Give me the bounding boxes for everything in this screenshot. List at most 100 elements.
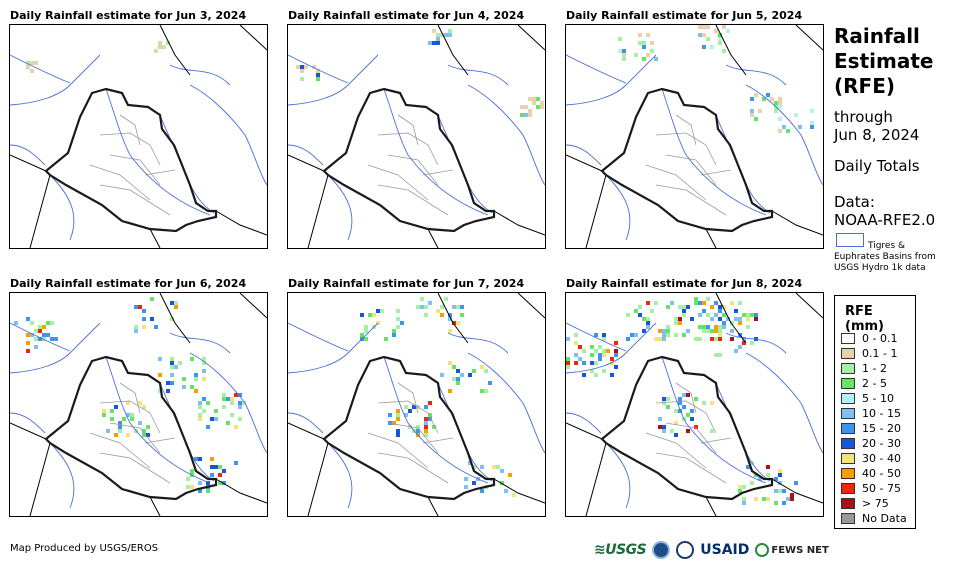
usaid-logo: USAID [700, 542, 750, 558]
rainfall-cell [440, 305, 444, 309]
rainfall-cell [170, 301, 174, 305]
rainfall-cell [698, 325, 702, 329]
rainfall-cell [206, 489, 210, 493]
rainfall-cell [26, 65, 30, 69]
country-border [427, 496, 439, 516]
rainfall-cell [622, 49, 626, 53]
iraq-border [600, 355, 774, 501]
legend-swatch [841, 498, 855, 509]
rainfall-cell [702, 329, 706, 333]
rainfall-cell [730, 321, 734, 325]
rainfall-cell [190, 357, 194, 361]
rainfall-cell [810, 125, 814, 129]
rainfall-cells [26, 41, 170, 73]
rainfall-cell [774, 477, 778, 481]
rainfall-cell [424, 421, 428, 425]
rainfall-cell [480, 389, 484, 393]
rainfall-cell [34, 345, 38, 349]
rainfall-cell [456, 381, 460, 385]
rainfall-cell [602, 369, 606, 373]
rainfall-cell [666, 405, 670, 409]
rainfall-cell [396, 325, 400, 329]
rainfall-cell [296, 65, 300, 69]
rainfall-cell [134, 329, 138, 333]
panel-title-2: Daily Rainfall estimate for Jun 4, 2024 [288, 9, 525, 22]
basin-line [566, 322, 627, 352]
rainfall-cell [214, 409, 218, 413]
rainfall-cell [682, 333, 686, 337]
rainfall-cell [730, 329, 734, 333]
rainfall-cell [742, 341, 746, 345]
rainfall-cell [456, 377, 460, 381]
rainfall-cell [774, 501, 778, 505]
basin-line [288, 322, 349, 352]
rainfall-cell [718, 329, 722, 333]
legend-swatch [841, 393, 855, 404]
rainfall-cell [190, 385, 194, 389]
rainfall-cell [404, 413, 408, 417]
legend-label: 15 - 20 [862, 422, 901, 435]
rainfall-cell [642, 57, 646, 61]
rainfall-cell [174, 305, 178, 309]
rainfall-cell [420, 305, 424, 309]
rainfall-cell [782, 501, 786, 505]
country-border [29, 174, 51, 248]
rainfall-cell [118, 429, 122, 433]
rainfall-cell [448, 329, 452, 333]
rainfall-cell [186, 485, 190, 489]
rainfall-cell [706, 37, 710, 41]
iraq-border [322, 87, 496, 233]
rainfall-cell [396, 309, 400, 313]
rainfall-cell [666, 329, 670, 333]
basin-line [327, 174, 353, 241]
country-border [10, 422, 47, 440]
rainfall-cell [424, 417, 428, 421]
rainfall-cell [742, 501, 746, 505]
country-border [517, 293, 545, 319]
rainfall-cell [642, 45, 646, 49]
rainfall-cell [718, 33, 722, 37]
rainfall-cell [210, 465, 214, 469]
rainfall-cell [432, 425, 436, 429]
rainfall-cell [666, 333, 670, 337]
rainfall-cell [158, 357, 162, 361]
rainfall-cell [126, 401, 130, 405]
rainfall-cell [678, 321, 682, 325]
rainfall-cell [170, 317, 174, 321]
rainfall-cell [170, 365, 174, 369]
rainfall-cell [714, 301, 718, 305]
province-boundary [397, 382, 419, 414]
rainfall-map-5 [287, 292, 546, 517]
rainfall-cell [718, 37, 722, 41]
country-border [771, 478, 823, 504]
rainfall-cell [202, 397, 206, 401]
rainfall-cell [26, 317, 30, 321]
rainfall-cell [202, 357, 206, 361]
legend-label: No Data [862, 512, 907, 525]
province-boundary [99, 132, 161, 166]
rainfall-cell [698, 25, 702, 29]
rainfall-map-1 [9, 24, 268, 249]
rainfall-cell [722, 49, 726, 53]
rainfall-cell [440, 373, 444, 377]
rainfall-cell [222, 481, 226, 485]
basin-line [10, 322, 71, 352]
basin-line [10, 412, 46, 434]
rainfall-cell [622, 57, 626, 61]
rainfall-cells [296, 29, 544, 117]
legend-label: 30 - 40 [862, 452, 901, 465]
province-boundary [422, 169, 454, 176]
legend-swatch [841, 348, 855, 359]
legend-label: 0.1 - 1 [862, 347, 898, 360]
rainfall-cell [26, 349, 30, 353]
rainfall-cell [594, 349, 598, 353]
rainfall-cell [718, 317, 722, 321]
rainfall-cell [174, 365, 178, 369]
rainfall-cell [194, 373, 198, 377]
rainfall-cell [634, 53, 638, 57]
rainfall-cell [694, 425, 698, 429]
rainfall-cell [424, 429, 428, 433]
title-line-3: (RFE) [834, 74, 896, 98]
rainfall-cell [364, 329, 368, 333]
rainfall-cell [238, 401, 242, 405]
